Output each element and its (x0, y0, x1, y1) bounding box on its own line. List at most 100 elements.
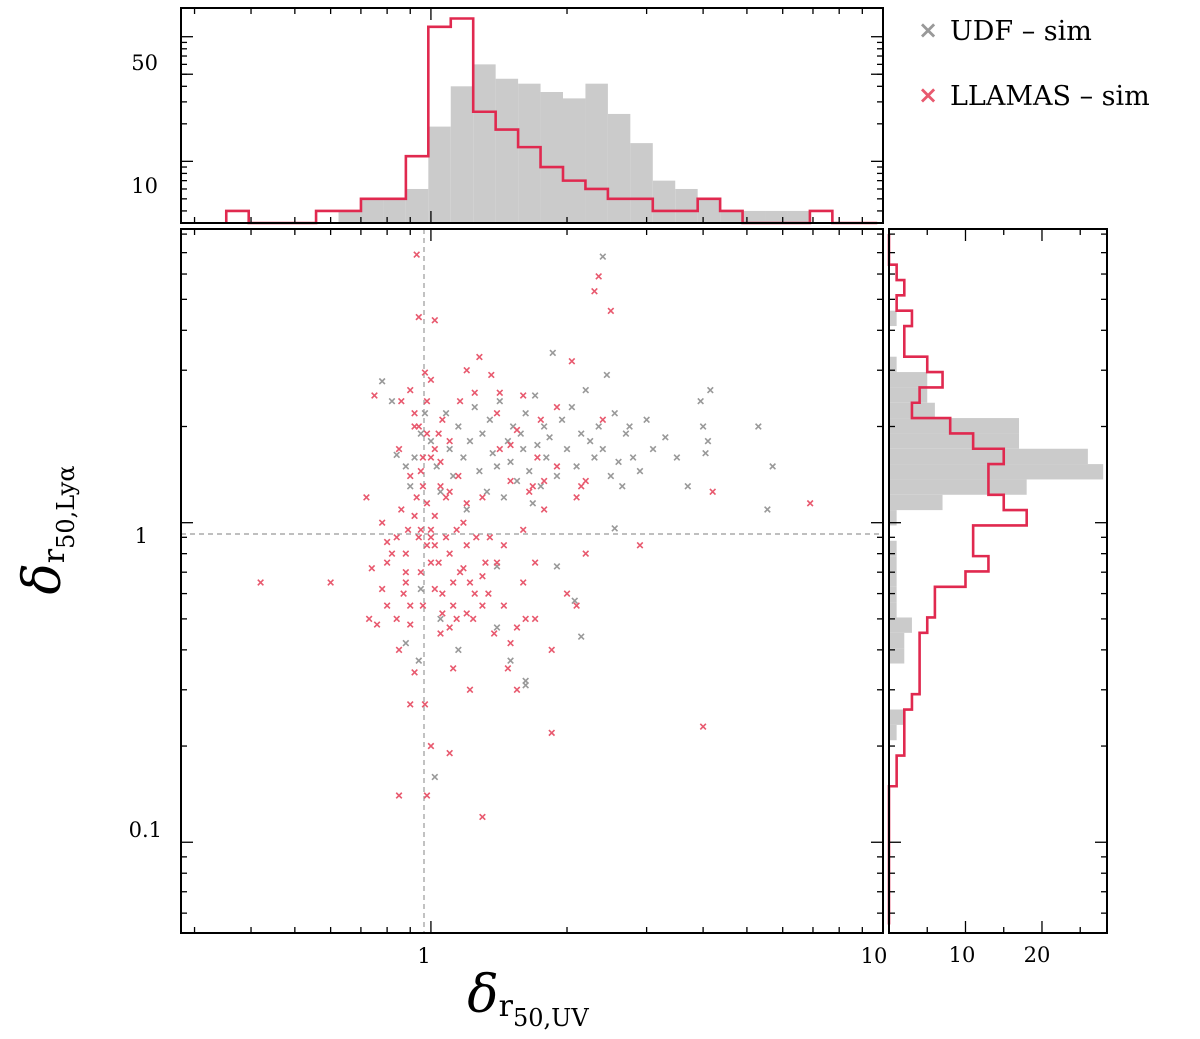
llamas-sim-point (504, 665, 512, 672)
llamas-sim-point (582, 477, 590, 485)
udf-sim-point (437, 615, 444, 623)
right-hist-bar-udf (889, 479, 1027, 495)
legend-label-udf: UDF – sim (950, 16, 1092, 47)
right-hist-bar-udf (889, 709, 905, 725)
udf-sim-point (476, 467, 483, 475)
llamas-sim-point (563, 590, 571, 597)
llamas-sim-point (257, 579, 264, 586)
llamas-sim-point (363, 494, 370, 501)
llamas-sim-point (378, 519, 386, 527)
llamas-sim-point (479, 494, 486, 501)
llamas-sim-point (529, 482, 537, 490)
llamas-sim-point (393, 533, 401, 541)
llamas-sim-point (393, 615, 401, 623)
udf-sim-point (531, 392, 539, 399)
llamas-sim-point (568, 357, 576, 365)
llamas-sim-point (553, 403, 561, 411)
llamas-sim-point (449, 602, 457, 610)
llamas-sim-point (446, 550, 454, 558)
llamas-sim-point (553, 463, 561, 470)
right-histogram-step (887, 234, 1028, 925)
llamas-sim-point (427, 526, 435, 534)
llamas-sim-point (534, 454, 541, 461)
legend-entry-udf: × UDF – sim (918, 16, 1092, 47)
llamas-sim-point (368, 564, 376, 572)
top-hist-bar-udf (720, 210, 743, 223)
right-hist-bar-udf (889, 464, 1104, 480)
udf-sim-point (460, 454, 467, 461)
llamas-sim-point (435, 559, 442, 566)
llamas-sim-point (463, 366, 471, 374)
right-hist-bar-udf (889, 648, 905, 664)
llamas-sim-point (406, 472, 414, 480)
udf-sim-point (489, 449, 497, 457)
llamas-sim-point (577, 482, 585, 490)
llamas-sim-point (371, 392, 378, 399)
top-histogram-frame (180, 7, 884, 224)
llamas-sim-point (395, 792, 403, 799)
x-axis-label-sub: r (499, 989, 514, 1024)
llamas-sim-point (472, 533, 480, 541)
llamas-sim-point (397, 506, 405, 513)
udf-sim-point (611, 524, 619, 532)
udf-sim-point (563, 445, 571, 453)
right-x-tick-label-10: 10 (949, 943, 976, 967)
llamas-sim-point (493, 409, 501, 417)
llamas-sim-point (456, 397, 464, 405)
llamas-sim-point (411, 669, 418, 676)
udf-sim-point (466, 437, 474, 445)
llamas-sim-point (463, 610, 471, 617)
y-axis-label-symbol: δ (13, 563, 73, 594)
x-axis-label: δr50,UV (467, 965, 589, 1032)
udf-sim-point (417, 430, 425, 437)
udf-sim-point (449, 472, 457, 480)
llamas-sim-point (479, 572, 486, 580)
udf-sim-point (504, 437, 512, 445)
llamas-sim-point (573, 602, 580, 610)
llamas-sim-point (437, 482, 444, 490)
udf-sim-point (706, 386, 714, 394)
llamas-sim-point (404, 526, 412, 534)
udf-sim-point (507, 657, 514, 665)
udf-sim-point (577, 430, 585, 437)
llamas-sim-point (709, 488, 717, 496)
top-hist-bar-udf (697, 198, 721, 223)
llamas-sim-point (573, 494, 580, 501)
udf-sim-point (378, 377, 386, 385)
udf-sim-point (471, 403, 479, 411)
llamas-sim-point (395, 646, 403, 654)
llamas-sim-point (449, 665, 457, 672)
llamas-sim-point (437, 630, 444, 637)
udf-sim-point (437, 488, 444, 496)
llamas-sim-point (431, 541, 439, 549)
llamas-sim-point (548, 729, 556, 737)
llamas-sim-point (431, 512, 439, 520)
llamas-sim-point (423, 499, 431, 507)
right-hist-bar-udf (889, 617, 912, 633)
udf-sim-point (529, 499, 537, 507)
llamas-sim-point (427, 454, 435, 461)
llamas-sim-point (383, 602, 391, 610)
udf-sim-point (542, 454, 550, 461)
udf-sim-point (553, 472, 561, 480)
udf-sim-point (463, 506, 471, 513)
llamas-sim-point (431, 445, 439, 453)
legend-entry-llamas: × LLAMAS – sim (918, 81, 1150, 112)
udf-sim-point (699, 423, 707, 430)
llamas-sim-point (453, 615, 461, 623)
right-hist-bar-udf (889, 433, 1020, 449)
udf-sim-point (702, 449, 709, 457)
udf-sim-point (697, 397, 704, 405)
udf-sim-point (649, 445, 657, 453)
x-tick-label-1: 1 (417, 944, 430, 968)
llamas-sim-point (442, 494, 450, 501)
right-histogram-frame (888, 228, 1108, 934)
udf-sim-point (591, 454, 598, 461)
llamas-sim-point (423, 430, 431, 437)
llamas-sim-point (446, 437, 454, 445)
llamas-sim-point (540, 506, 548, 513)
udf-sim-point (568, 403, 576, 411)
top-hist-bar-udf (630, 143, 653, 223)
llamas-sim-point (419, 482, 427, 490)
